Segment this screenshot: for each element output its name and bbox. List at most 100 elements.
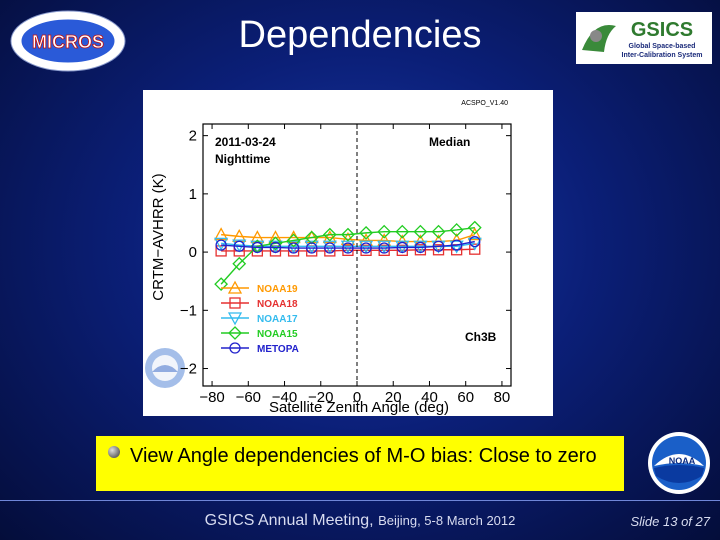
data-point [449, 240, 464, 254]
data-point [413, 224, 428, 239]
data-point [340, 231, 356, 245]
slide-title: Dependencies [238, 14, 482, 56]
footer-divider [0, 500, 720, 501]
data-point [214, 237, 229, 251]
noaa-watermark-icon [145, 348, 185, 388]
series-line [221, 248, 475, 252]
x-tick-label: −20 [308, 389, 333, 406]
gsics-logo-line1: Global Space-based [629, 43, 696, 50]
data-point [341, 227, 355, 242]
bias-chart: −80 −60 −40 −20 0 20 40 60 80 −2 −1 0 1 2 ACSPO_V1.40… [145, 100, 512, 416]
data-point [377, 240, 392, 254]
legend-label: NOAA15 [257, 329, 298, 340]
data-point [377, 224, 392, 239]
data-point [467, 220, 482, 235]
data-point [432, 240, 445, 252]
y-tick-label: 2 [189, 128, 197, 145]
data-point [269, 241, 282, 254]
gsics-logo-text: GSICS [631, 19, 693, 41]
x-tick-label: 60 [457, 389, 474, 406]
gsics-logo: GSICS Global Space-based Inter-Calibrati… [576, 12, 712, 64]
micros-logo-text: MICROS [32, 32, 104, 52]
annotation-median: Median [429, 135, 470, 149]
legend-label: METOPA [257, 344, 299, 355]
data-point [324, 242, 336, 254]
data-point [358, 240, 374, 254]
data-point [268, 236, 283, 251]
series-noaa15 [214, 220, 482, 292]
data-point [215, 239, 227, 251]
annotation-channel: Ch3B [465, 330, 497, 344]
legend-marker [227, 312, 243, 326]
legend: NOAA19 NOAA18 NOAA17 NOAA15 METOPA [221, 280, 299, 355]
x-tick-label: 40 [421, 389, 438, 406]
data-point [251, 241, 264, 254]
noaa-logo-icon: NOAA [648, 432, 710, 494]
data-point [449, 223, 464, 237]
data-point [414, 241, 427, 254]
series-line [221, 240, 475, 249]
data-point [359, 225, 373, 240]
legend-marker [229, 297, 241, 309]
data-point [378, 242, 390, 254]
axes: −80 −60 −40 −20 0 20 40 60 80 −2 −1 0 1 2 [180, 123, 512, 406]
data-point [286, 240, 301, 254]
legend-item-noaa17: NOAA17 [221, 312, 298, 326]
data-point [304, 240, 319, 254]
data-point [432, 244, 445, 256]
legend-item-noaa19: NOAA19 [221, 280, 298, 295]
version-label: ACSPO_V1.40 [461, 100, 508, 107]
x-tick-label: 80 [494, 389, 511, 406]
x-tick-label: −80 [199, 389, 224, 406]
legend-item-metopa: METOPA [221, 342, 299, 355]
legend-marker [229, 342, 241, 354]
y-axis-label: CRTM−AVHRR (K) [150, 173, 167, 300]
gsics-logo-line2: Inter-Calibration System [622, 52, 703, 59]
micros-logo: MICROS [10, 10, 126, 72]
data-point [467, 237, 482, 251]
plot-area [214, 220, 482, 292]
bullet-box: View Angle dependencies of M-O bias: Clo… [96, 436, 624, 491]
legend-label: NOAA19 [257, 284, 298, 295]
data-point [215, 245, 227, 257]
chart-panel: −80 −60 −40 −20 0 20 40 60 80 −2 −1 0 1 2 ACSPO_V1.40… [143, 90, 553, 416]
series-metopa [215, 235, 481, 254]
slide-number: Slide 13 of 27 [630, 514, 710, 529]
footer-meeting-name: GSICS Annual Meeting, [204, 512, 374, 529]
legend-item-noaa18: NOAA18 [221, 297, 298, 310]
data-point [342, 242, 354, 254]
data-point [232, 256, 247, 271]
data-point [467, 227, 482, 241]
annotation-date: 2011-03-24 [215, 135, 276, 149]
legend-marker [228, 326, 242, 340]
data-point [360, 242, 372, 254]
data-point [469, 235, 481, 248]
legend-label: NOAA17 [257, 314, 298, 325]
x-axis-label: Satellite Zenith Angle (deg) [269, 399, 449, 416]
data-point [214, 277, 229, 292]
y-tick-label: −2 [180, 361, 197, 378]
x-tick-label: −60 [236, 389, 261, 406]
x-tick-label: 20 [385, 389, 402, 406]
data-point [469, 243, 481, 255]
y-tick-label: 1 [189, 186, 197, 203]
data-point [287, 242, 300, 254]
data-point [306, 242, 318, 254]
bullet-text: View Angle dependencies of M-O bias: Clo… [130, 445, 597, 467]
x-tick-label: 0 [353, 389, 361, 406]
data-point [286, 233, 301, 248]
data-point [322, 227, 337, 242]
data-point [450, 239, 463, 251]
data-point [233, 240, 245, 252]
y-tick-label: 0 [189, 244, 197, 261]
data-point [396, 241, 408, 254]
footer-meeting: GSICS Annual Meeting, Beijing, 5-8 March… [170, 512, 550, 530]
data-point [431, 224, 446, 239]
legend-marker [227, 280, 243, 294]
data-point [395, 224, 410, 239]
data-point [396, 244, 408, 256]
x-tick-label: −40 [272, 389, 297, 406]
annotation-nighttime: Nighttime [215, 152, 271, 166]
legend-item-noaa15: NOAA15 [221, 326, 298, 340]
bullet-icon [108, 446, 120, 458]
